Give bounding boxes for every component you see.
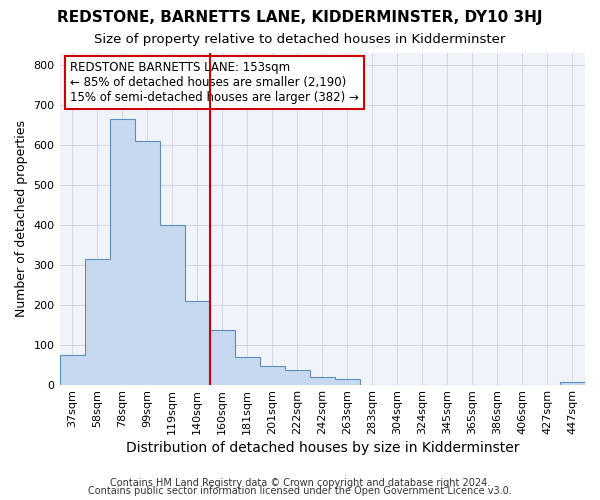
X-axis label: Distribution of detached houses by size in Kidderminster: Distribution of detached houses by size … <box>125 441 519 455</box>
Text: Size of property relative to detached houses in Kidderminster: Size of property relative to detached ho… <box>94 32 506 46</box>
Y-axis label: Number of detached properties: Number of detached properties <box>15 120 28 317</box>
Text: Contains public sector information licensed under the Open Government Licence v3: Contains public sector information licen… <box>88 486 512 496</box>
Text: Contains HM Land Registry data © Crown copyright and database right 2024.: Contains HM Land Registry data © Crown c… <box>110 478 490 488</box>
Text: REDSTONE, BARNETTS LANE, KIDDERMINSTER, DY10 3HJ: REDSTONE, BARNETTS LANE, KIDDERMINSTER, … <box>57 10 543 25</box>
Text: REDSTONE BARNETTS LANE: 153sqm
← 85% of detached houses are smaller (2,190)
15% : REDSTONE BARNETTS LANE: 153sqm ← 85% of … <box>70 61 359 104</box>
